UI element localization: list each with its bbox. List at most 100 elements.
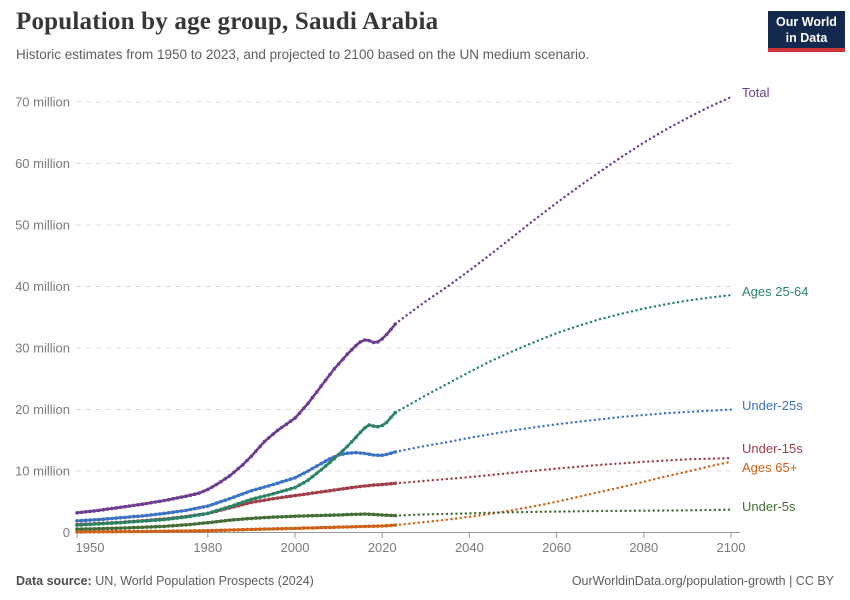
owid-logo[interactable]: Our World in Data xyxy=(768,11,845,52)
data-point-marker xyxy=(288,477,293,481)
series-label-under-25s[interactable]: Under-25s xyxy=(742,398,803,413)
data-point-marker xyxy=(249,488,254,493)
data-point-marker xyxy=(179,515,184,520)
data-point-marker xyxy=(179,523,184,527)
data-point-marker xyxy=(105,521,110,526)
data-point-marker xyxy=(192,506,197,511)
data-point-marker xyxy=(140,502,145,507)
data-point-marker xyxy=(384,513,389,517)
data-point-marker xyxy=(227,474,232,478)
data-point-marker xyxy=(136,529,140,534)
owid-logo-line2: in Data xyxy=(785,31,828,45)
data-point-marker xyxy=(88,522,92,527)
data-point-marker xyxy=(179,509,184,513)
series-projection-line[interactable] xyxy=(394,456,733,485)
series-projection-line[interactable] xyxy=(394,293,733,414)
data-point-marker xyxy=(245,516,249,521)
data-point-marker xyxy=(223,528,227,532)
data-point-marker xyxy=(105,526,110,531)
data-point-marker xyxy=(110,529,114,534)
series-projection-line[interactable] xyxy=(394,408,733,454)
footer-url-link[interactable]: OurWorldinData.org/population-growth xyxy=(571,574,786,588)
data-point-marker xyxy=(83,530,88,534)
data-point-marker xyxy=(288,526,293,531)
data-point-marker xyxy=(363,484,367,488)
data-point-marker xyxy=(162,529,166,534)
data-point-marker xyxy=(310,491,315,495)
data-point-marker xyxy=(240,492,245,496)
data-point-marker xyxy=(92,527,97,531)
data-point-marker xyxy=(341,525,345,529)
data-point-marker xyxy=(75,530,79,534)
data-point-marker xyxy=(179,529,184,533)
data-point-marker xyxy=(171,529,175,533)
data-point-marker xyxy=(149,525,153,529)
data-point-marker xyxy=(206,528,210,533)
series-label-ages-65[interactable]: Ages 65+ xyxy=(742,460,797,475)
data-point-marker xyxy=(319,468,324,472)
data-point-marker xyxy=(140,519,145,523)
series-history-line[interactable] xyxy=(76,450,396,523)
data-point-marker xyxy=(293,416,297,420)
data-point-marker xyxy=(319,461,324,466)
series-under-25s[interactable] xyxy=(75,408,733,523)
series-projection-line[interactable] xyxy=(394,508,733,517)
data-point-marker xyxy=(184,508,188,513)
data-point-marker xyxy=(123,520,127,525)
data-point-marker xyxy=(306,469,310,473)
data-point-marker xyxy=(336,525,341,529)
data-point-marker xyxy=(153,512,158,517)
y-axis-label-40: 40 million xyxy=(15,279,70,294)
data-point-marker xyxy=(280,489,284,494)
series-label-under-15s[interactable]: Under-15s xyxy=(742,441,803,456)
series-ages-25-64[interactable] xyxy=(75,293,733,527)
data-point-marker xyxy=(297,473,302,478)
data-point-marker xyxy=(328,488,332,493)
data-point-marker xyxy=(136,503,140,507)
data-point-marker xyxy=(254,487,258,492)
data-point-marker xyxy=(349,525,354,529)
data-point-marker xyxy=(376,453,380,458)
series-under-5s[interactable] xyxy=(75,508,733,531)
data-point-marker xyxy=(336,513,341,517)
data-point-marker xyxy=(227,518,232,522)
data-point-marker xyxy=(110,516,114,521)
series-ages-65[interactable] xyxy=(75,460,733,534)
data-point-marker xyxy=(153,518,158,522)
data-point-marker xyxy=(358,512,363,516)
data-point-marker xyxy=(371,453,376,457)
data-point-marker xyxy=(262,485,267,489)
data-point-marker xyxy=(88,509,92,514)
series-projection-line[interactable] xyxy=(394,95,733,326)
data-point-marker xyxy=(371,340,376,345)
data-point-marker xyxy=(83,522,88,527)
data-point-marker xyxy=(371,483,376,487)
series-label-ages-25-64[interactable]: Ages 25-64 xyxy=(742,284,809,299)
data-point-marker xyxy=(79,527,84,531)
data-point-marker xyxy=(341,513,345,517)
data-point-marker xyxy=(175,529,180,533)
data-point-marker xyxy=(284,422,289,427)
data-point-marker xyxy=(210,485,214,489)
data-point-marker xyxy=(88,527,92,531)
data-point-marker xyxy=(315,471,319,476)
data-point-marker xyxy=(371,524,376,528)
data-point-marker xyxy=(310,526,315,530)
data-point-marker xyxy=(145,529,149,534)
data-point-marker xyxy=(345,512,350,517)
data-point-marker xyxy=(389,523,393,528)
series-label-total[interactable]: Total xyxy=(742,85,770,100)
data-point-marker xyxy=(267,515,271,520)
owid-logo-line1: Our World xyxy=(776,15,837,29)
data-point-marker xyxy=(158,529,162,534)
series-total[interactable] xyxy=(75,95,733,515)
series-projection-line[interactable] xyxy=(394,460,733,527)
series-under-15s[interactable] xyxy=(75,456,733,527)
data-point-marker xyxy=(254,516,258,520)
data-point-marker xyxy=(271,515,276,519)
data-point-marker xyxy=(188,493,193,498)
series-label-under-5s[interactable]: Under-5s xyxy=(742,499,796,514)
data-point-marker xyxy=(328,456,332,461)
data-point-marker xyxy=(210,510,214,514)
